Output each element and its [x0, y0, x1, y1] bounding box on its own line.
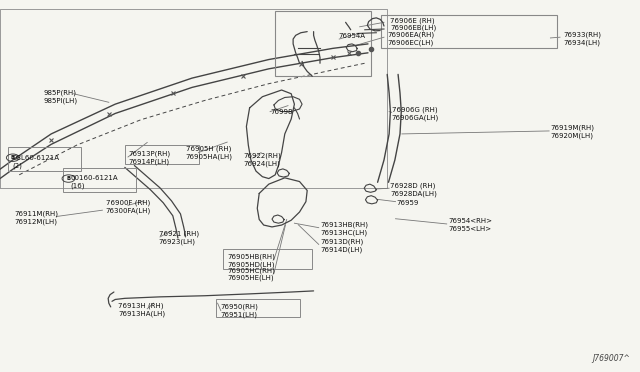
- Text: 76913H (RH)
76913HA(LH): 76913H (RH) 76913HA(LH): [118, 302, 166, 317]
- Bar: [8, 147, 81, 171]
- Text: 76913HB(RH)
76913HC(LH): 76913HB(RH) 76913HC(LH): [320, 222, 368, 236]
- Text: 76954<RH>
76955<LH>: 76954<RH> 76955<LH>: [448, 218, 492, 232]
- Text: 76900F (RH)
76300FA(LH): 76900F (RH) 76300FA(LH): [106, 199, 151, 214]
- Text: 76922(RH)
76924(LH): 76922(RH) 76924(LH): [243, 153, 281, 167]
- Text: 76906G (RH)
76906GA(LH): 76906G (RH) 76906GA(LH): [392, 106, 439, 121]
- Text: 76959: 76959: [397, 200, 419, 206]
- Text: B: B: [11, 155, 15, 160]
- Text: B: B: [67, 176, 70, 181]
- Text: 76933(RH)
76934(LH): 76933(RH) 76934(LH): [563, 32, 601, 46]
- Text: 985P(RH)
985PI(LH): 985P(RH) 985PI(LH): [44, 90, 77, 104]
- Text: 76905H (RH)
76905HA(LH): 76905H (RH) 76905HA(LH): [186, 145, 232, 160]
- Text: 76954A: 76954A: [338, 33, 365, 39]
- Text: 00160-6121A
(16): 00160-6121A (16): [70, 176, 118, 189]
- Bar: [223, 249, 312, 269]
- Text: 76911M(RH)
76912M(LH): 76911M(RH) 76912M(LH): [14, 211, 58, 225]
- Text: 76905HB(RH)
76905HD(LH): 76905HB(RH) 76905HD(LH): [227, 253, 275, 267]
- Bar: [125, 145, 199, 164]
- Bar: [216, 299, 300, 317]
- Text: 76913D(RH)
76914D(LH): 76913D(RH) 76914D(LH): [320, 238, 364, 253]
- Text: 08L60-6121A
(2): 08L60-6121A (2): [13, 155, 60, 169]
- Text: 76921 (RH)
76923(LH): 76921 (RH) 76923(LH): [159, 231, 199, 245]
- Bar: [63, 168, 136, 192]
- Text: 76906EA(RH)
76906EC(LH): 76906EA(RH) 76906EC(LH): [387, 32, 435, 46]
- Text: J769007^: J769007^: [593, 354, 630, 363]
- Text: 76998: 76998: [270, 109, 292, 115]
- Text: 76950(RH)
76951(LH): 76950(RH) 76951(LH): [221, 304, 259, 318]
- Text: 76919M(RH)
76920M(LH): 76919M(RH) 76920M(LH): [550, 125, 595, 139]
- Bar: [275, 11, 371, 76]
- Text: 76906E (RH)
76906EB(LH): 76906E (RH) 76906EB(LH): [390, 17, 436, 31]
- Text: 76913P(RH)
76914P(LH): 76913P(RH) 76914P(LH): [128, 151, 170, 165]
- Bar: [381, 15, 557, 48]
- Text: 76928D (RH)
76928DA(LH): 76928D (RH) 76928DA(LH): [390, 183, 437, 197]
- Text: 76905HC(RH)
76905HE(LH): 76905HC(RH) 76905HE(LH): [227, 267, 275, 281]
